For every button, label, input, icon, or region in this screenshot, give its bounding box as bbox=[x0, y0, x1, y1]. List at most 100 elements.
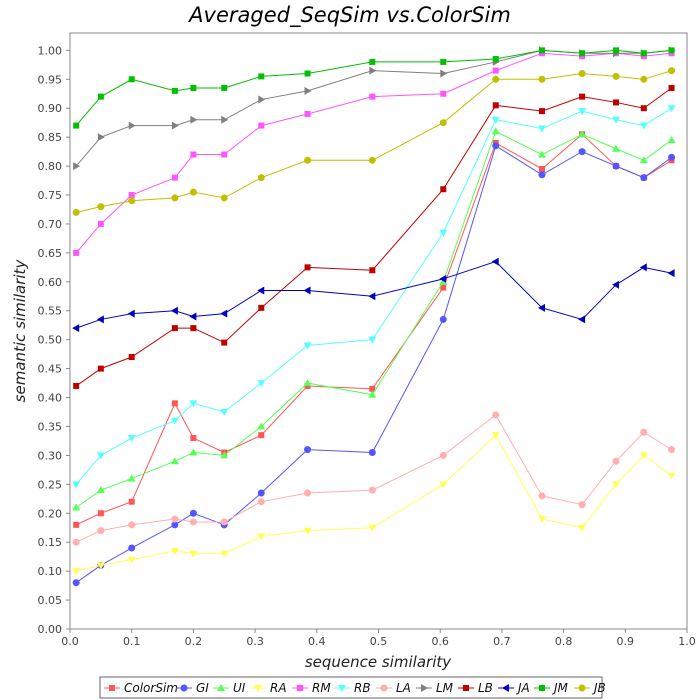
data-point bbox=[668, 47, 675, 54]
data-point bbox=[668, 153, 676, 161]
data-point bbox=[128, 354, 135, 361]
series-ui bbox=[72, 127, 676, 511]
data-point bbox=[72, 503, 81, 511]
series-jm bbox=[73, 47, 675, 129]
data-point bbox=[97, 220, 104, 227]
x-tick-label: 0.8 bbox=[555, 635, 573, 648]
data-point bbox=[303, 527, 312, 535]
legend-label: LB bbox=[478, 681, 493, 695]
data-point bbox=[258, 432, 265, 439]
data-point bbox=[190, 325, 197, 332]
legend-item-ra: RA bbox=[250, 681, 287, 695]
data-point bbox=[96, 452, 105, 460]
x-tick-label: 0.2 bbox=[185, 635, 203, 648]
data-point bbox=[491, 127, 500, 135]
y-tick-label: 0.05 bbox=[38, 594, 63, 607]
data-point bbox=[639, 156, 648, 164]
data-point bbox=[304, 489, 312, 497]
data-point bbox=[257, 498, 265, 506]
series-line bbox=[75, 49, 672, 167]
data-point bbox=[538, 125, 547, 133]
data-point bbox=[303, 342, 312, 350]
y-tick-label: 0.10 bbox=[38, 565, 63, 578]
legend-item-rb: RB bbox=[334, 681, 371, 695]
data-point bbox=[170, 306, 178, 315]
data-point bbox=[368, 390, 377, 398]
data-point bbox=[304, 446, 312, 454]
data-point bbox=[97, 203, 105, 211]
data-point bbox=[128, 121, 136, 130]
x-tick-label: 0.5 bbox=[370, 635, 388, 648]
data-point bbox=[578, 130, 587, 138]
data-point bbox=[578, 148, 586, 156]
y-tick-label: 0.25 bbox=[38, 478, 63, 491]
data-point bbox=[639, 263, 647, 272]
data-point bbox=[72, 324, 80, 333]
data-point bbox=[668, 446, 676, 454]
data-point bbox=[257, 380, 266, 388]
data-point bbox=[258, 73, 265, 80]
data-point bbox=[304, 264, 311, 271]
legend-item-ui: UI bbox=[213, 681, 246, 695]
y-tick-label: 0.60 bbox=[38, 276, 63, 289]
y-tick-label: 0.45 bbox=[38, 363, 63, 376]
y-tick-label: 0.20 bbox=[38, 507, 63, 520]
legend-swatch-marker bbox=[463, 685, 469, 691]
data-point bbox=[171, 521, 179, 529]
data-point bbox=[439, 274, 447, 283]
data-point bbox=[127, 474, 136, 482]
x-tick-label: 0.1 bbox=[123, 635, 141, 648]
series-line bbox=[75, 52, 672, 254]
series-line bbox=[75, 133, 672, 526]
data-point bbox=[578, 501, 586, 509]
series-la bbox=[72, 411, 676, 546]
data-point bbox=[492, 411, 500, 419]
data-point bbox=[612, 280, 620, 289]
data-point bbox=[667, 472, 676, 480]
series-ra bbox=[72, 432, 676, 576]
data-point bbox=[303, 379, 312, 387]
data-point bbox=[189, 509, 197, 517]
y-tick-label: 0.30 bbox=[38, 449, 63, 462]
y-tick-label: 0.95 bbox=[38, 73, 63, 86]
chart-title: Averaged_SeqSim vs.ColorSim bbox=[187, 3, 511, 28]
y-tick-label: 0.75 bbox=[38, 189, 63, 202]
data-point bbox=[189, 188, 197, 196]
legend-swatch-marker bbox=[421, 684, 428, 692]
data-point bbox=[440, 69, 448, 78]
legend-swatch-marker bbox=[502, 684, 509, 692]
data-point bbox=[189, 550, 198, 558]
data-point bbox=[668, 84, 675, 91]
data-point bbox=[640, 50, 647, 57]
legend-swatch-marker bbox=[254, 685, 262, 692]
data-point bbox=[190, 435, 197, 442]
data-point bbox=[538, 492, 546, 500]
data-point bbox=[368, 449, 376, 457]
data-point bbox=[538, 171, 546, 179]
data-point bbox=[304, 86, 312, 95]
data-point bbox=[439, 481, 448, 489]
data-point bbox=[538, 303, 546, 312]
data-point bbox=[258, 122, 265, 129]
data-point bbox=[127, 435, 136, 443]
data-point bbox=[304, 156, 312, 164]
x-tick-label: 0.7 bbox=[493, 635, 511, 648]
data-point bbox=[439, 315, 447, 323]
data-point bbox=[220, 409, 229, 417]
data-point bbox=[612, 162, 620, 170]
data-point bbox=[439, 451, 447, 459]
legend-item-jb: JB bbox=[574, 681, 606, 695]
data-point bbox=[96, 486, 105, 494]
data-point bbox=[578, 108, 587, 116]
data-point bbox=[190, 151, 197, 158]
series-layer bbox=[72, 46, 676, 587]
data-point bbox=[368, 156, 376, 164]
series-jb bbox=[72, 67, 676, 216]
legend: ColorSim GI UI RA RM RB LA LM LB JA JM JB bbox=[99, 676, 606, 699]
data-point bbox=[368, 292, 376, 301]
data-point bbox=[439, 229, 448, 237]
x-tick-label: 0.3 bbox=[246, 635, 264, 648]
legend-label: LM bbox=[436, 681, 454, 695]
data-point bbox=[127, 309, 135, 318]
